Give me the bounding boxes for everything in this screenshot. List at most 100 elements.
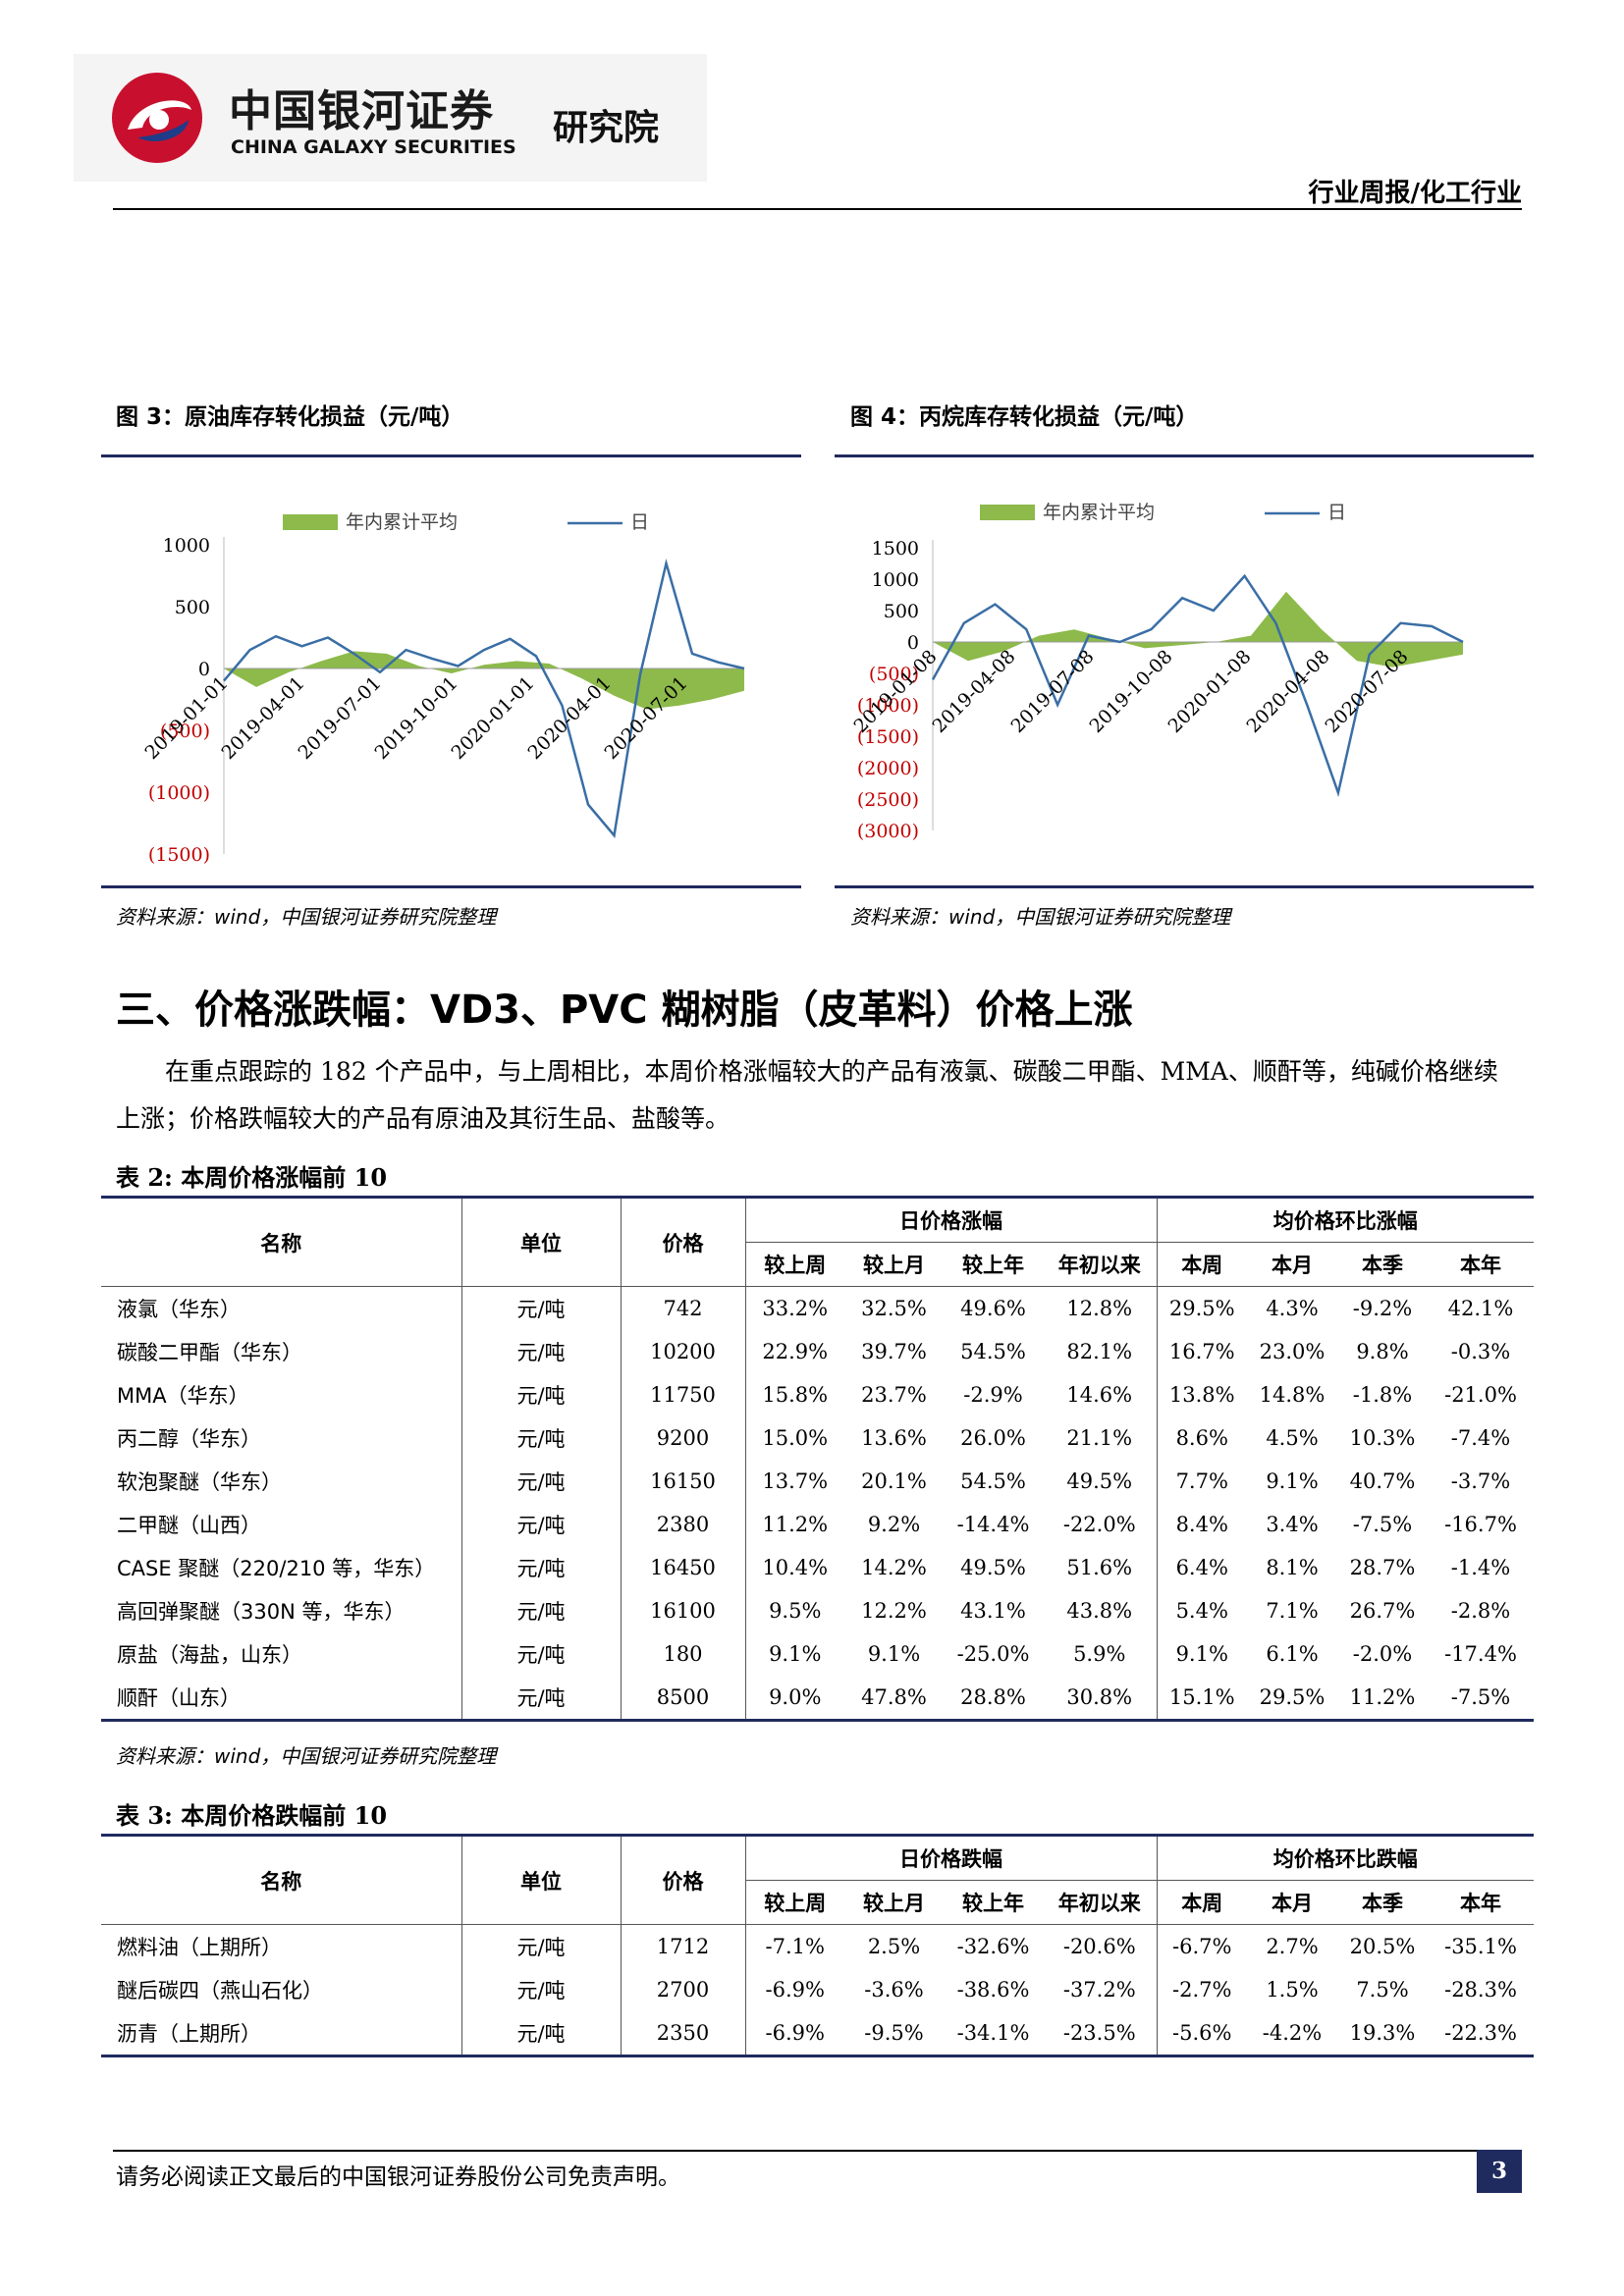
change-cell: -6.7% [1172,1935,1232,1958]
change-cell: 12.2% [861,1599,927,1623]
change-cell: -9.5% [864,2021,924,2045]
page-number: 3 [1477,2150,1522,2193]
change-cell: -32.6% [956,1935,1030,1958]
brand-logo-block: 中国银河证券 CHINA GALAXY SECURITIES 研究院 [74,54,707,182]
change-cell: -22.0% [1043,1503,1158,1546]
change-cell: 28.7% [1349,1556,1416,1579]
price-cell: 180 [621,1632,746,1676]
product-name-cell: 软泡聚醚（华东） [101,1460,462,1503]
sub-header-cell: 年初以来 [1043,1880,1158,1925]
change-cell: 9.0% [769,1685,822,1709]
change-cell: 15.0% [762,1426,829,1450]
section-paragraph: 在重点跟踪的 182 个产品中，与上周相比，本周价格涨幅较大的产品有液氯、碳酸二… [116,1057,1498,1133]
change-cell: 14.2% [861,1556,927,1579]
price-cell: 2350 [621,2011,746,2056]
change-cell: -28.3% [1444,1978,1517,2002]
sub-header-cell: 本周 [1181,1254,1223,1277]
change-cell: 1.5% [1266,1978,1319,2002]
col-header-name: 名称 [101,1835,462,1925]
change-cell: 29.5% [1259,1685,1326,1709]
unit-cell: 元/吨 [461,1676,622,1721]
series-line-daily [931,573,1464,798]
change-cell: 9.1% [1175,1642,1228,1666]
change-cell: 6.4% [1175,1556,1228,1579]
product-name-cell: 醚后碳四（燕山石化） [101,1968,462,2011]
change-cell: 26.7% [1349,1599,1416,1623]
change-cell: 20.1% [861,1469,927,1493]
report-type: 行业周报/化工行业 [1308,179,1523,208]
change-cell: 9.8% [1356,1340,1409,1363]
change-cell: 15.1% [1168,1685,1235,1709]
change-cell: 42.1% [1447,1297,1514,1320]
product-name-cell: 燃料油（上期所） [101,1924,462,1968]
change-cell: -22.3% [1444,2021,1517,2045]
change-cell: 13.8% [1168,1383,1235,1407]
y-tick-label: (2500) [857,789,919,811]
table-row: 燃料油（上期所） 元/吨 1712 -7.1% 2.5% -32.6% -20.6% -6.7… [101,1924,1534,1968]
change-cell: 30.8% [1043,1676,1158,1721]
change-cell: -7.4% [1450,1426,1511,1450]
sub-header-cell: 本年 [1460,1892,1501,1915]
unit-cell: 元/吨 [461,1286,622,1330]
table-2-source: 资料来源：wind，中国银河证券研究院整理 [116,1744,497,1768]
legend-label: 年内累计平均 [346,511,458,533]
figure-3-source: 资料来源：wind，中国银河证券研究院整理 [116,905,497,929]
y-tick-label: (1000) [857,695,919,717]
change-cell: -5.6% [1172,2021,1232,2045]
change-cell: 40.7% [1349,1469,1416,1493]
sub-header-cell: 本季 [1362,1254,1403,1277]
change-cell: 54.5% [960,1340,1026,1363]
change-cell: 49.6% [960,1297,1026,1320]
change-cell: 33.2% [762,1297,829,1320]
change-cell: -4.2% [1262,2021,1323,2045]
change-cell: 29.5% [1168,1297,1235,1320]
change-cell: -9.2% [1352,1297,1413,1320]
series-area-cumulative-avg [933,591,1463,667]
product-name-cell: MMA（华东） [101,1373,462,1416]
figure-4-chart: 年内累计平均 日 1500 1000 500 0 (500) (1000) (1500) (200… [850,502,1464,842]
change-cell: -3.7% [1450,1469,1511,1493]
col-header-price: 价格 [621,1197,746,1287]
change-cell: -38.6% [956,1978,1030,2002]
col-header-price: 价格 [621,1835,746,1925]
change-cell: 6.1% [1266,1642,1319,1666]
change-cell: 7.5% [1356,1978,1409,2002]
product-name-cell: CASE 聚醚（220/210 等，华东） [101,1546,462,1589]
brand-name-cn: 中国银河证券 [229,86,494,136]
table-row: 丙二醇（华东） 元/吨 9200 15.0% 13.6% 26.0% 21.1% 8.6% 4.… [101,1416,1534,1460]
price-cell: 9200 [621,1416,746,1460]
table-3-title: 表 3: 本周价格跌幅前 10 [116,1801,388,1830]
change-cell: 82.1% [1043,1330,1158,1373]
sub-header-cell: 较上周 [764,1892,827,1915]
unit-cell: 元/吨 [461,1373,622,1416]
brand-name-en: CHINA GALAXY SECURITIES [231,136,516,158]
sub-header-cell: 本月 [1272,1254,1313,1277]
unit-cell: 元/吨 [461,1460,622,1503]
change-cell: 15.8% [762,1383,829,1407]
sub-header-row: 较上周 较上月 较上年 年初以来 本周 本月 本季 本年 [101,1880,1534,1925]
figure-3-title: 图 3：原油库存转化损益（元/吨） [116,404,464,430]
table-row: CASE 聚醚（220/210 等，华东） 元/吨 16450 10.4% 14.2% 4… [101,1546,1534,1589]
change-cell: 32.5% [861,1297,927,1320]
change-cell: 51.6% [1043,1546,1158,1589]
price-cell: 16450 [621,1546,746,1589]
product-name-cell: 二甲醚（山西） [101,1503,462,1546]
table-row: 二甲醚（山西） 元/吨 2380 11.2% 9.2% -14.4% -22.0% 8.4% 3… [101,1503,1534,1546]
product-name-cell: 丙二醇（华东） [101,1416,462,1460]
col-group-daily: 日价格跌幅 [745,1835,1158,1881]
y-tick-label: (1000) [148,782,210,804]
change-cell: 7.7% [1175,1469,1228,1493]
table-row: 液氯（华东） 元/吨 742 33.2% 32.5% 49.6% 12.8% 29.5% 4.3… [101,1286,1534,1330]
change-cell: 8.6% [1175,1426,1228,1450]
product-name-cell: 高回弹聚醚（330N 等，华东） [101,1589,462,1632]
unit-cell: 元/吨 [461,1416,622,1460]
table-2: 名称 单位 价格 日价格涨幅 均价格环比涨幅 较上周 较上月 较上年 年初以来 本周 本月… [101,1196,1534,1722]
price-cell: 1712 [621,1924,746,1968]
change-cell: -17.4% [1444,1642,1517,1666]
change-cell: 9.5% [769,1599,822,1623]
change-cell: -14.4% [956,1513,1030,1536]
figure-3-bottom-rule [101,885,801,888]
figure-4-top-rule [835,454,1534,457]
change-cell: 4.3% [1266,1297,1319,1320]
change-cell: -23.5% [1043,2011,1158,2056]
